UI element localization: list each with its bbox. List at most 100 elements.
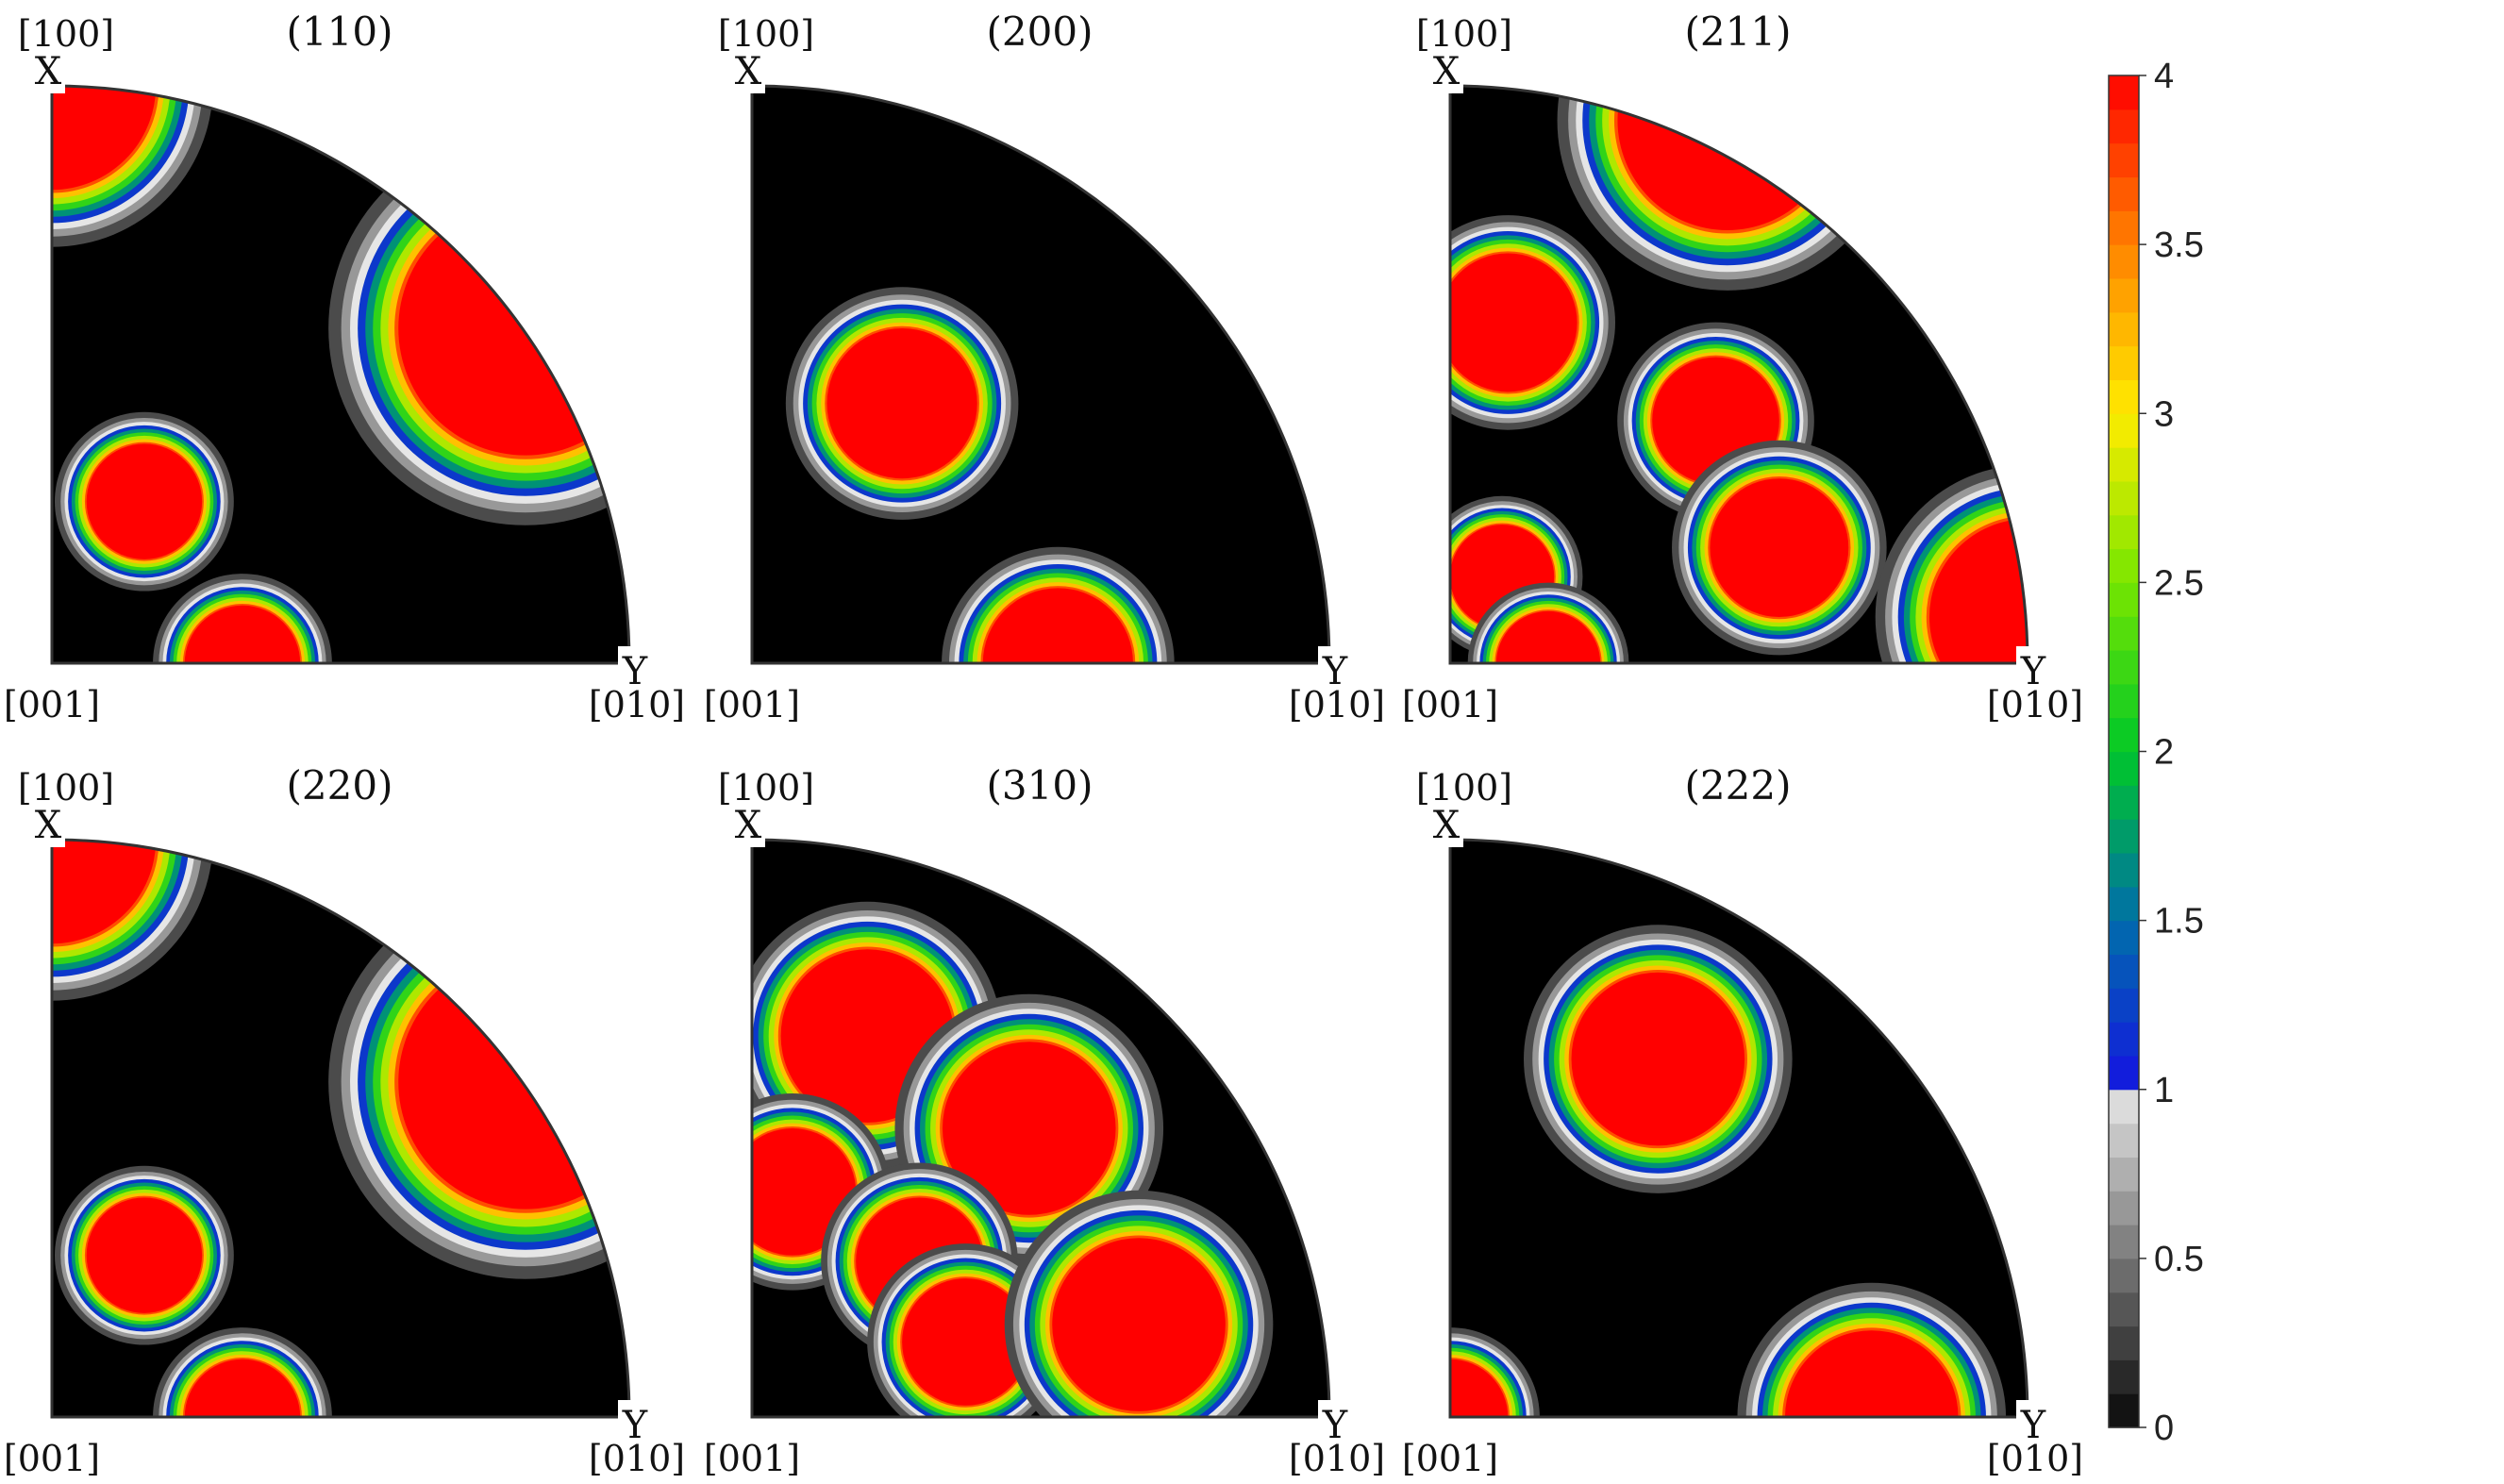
y-label-box xyxy=(618,646,652,690)
quadrant-outline xyxy=(1448,838,2029,1419)
contour-band xyxy=(86,1197,203,1313)
contour-band xyxy=(1450,253,1578,392)
contour-band xyxy=(52,86,157,191)
panel-title: (222) xyxy=(1685,762,1792,809)
colorbar-segment xyxy=(2109,819,2139,854)
colorbar-tick-label: 4 xyxy=(2154,57,2174,96)
contour-band xyxy=(1571,972,1745,1146)
direction-top-label: [100] xyxy=(718,767,814,809)
pole-contour xyxy=(55,1165,234,1345)
colorbar-segment xyxy=(2109,1191,2139,1226)
direction-right-label: [010] xyxy=(589,684,685,725)
contour-layer xyxy=(1450,925,2007,1417)
y-axis-label: Y xyxy=(2020,650,2046,693)
x-label-box xyxy=(731,804,765,847)
pole-contour xyxy=(1450,1327,1540,1417)
colorbar-segment xyxy=(2109,717,2139,753)
colorbar-segment xyxy=(2109,853,2139,888)
colorbar-tick-label: 3.5 xyxy=(2154,225,2204,265)
colorbar-segment xyxy=(2109,244,2139,279)
pole-contour xyxy=(785,287,1019,520)
direction-right-label: [010] xyxy=(1987,1438,2083,1479)
x-axis-label: X xyxy=(1433,50,1461,93)
colorbar-segment xyxy=(2109,1055,2139,1091)
pole-contour xyxy=(1672,440,1887,656)
y-label-box xyxy=(1318,1400,1352,1443)
colorbar-segment xyxy=(2109,1359,2139,1394)
direction-right-label: [010] xyxy=(1289,684,1385,725)
pole-contour xyxy=(52,840,213,1001)
contour-band xyxy=(1495,610,1601,663)
x-label-box xyxy=(1429,804,1463,847)
x-label-box xyxy=(731,50,765,93)
quadrant-outline xyxy=(50,838,631,1419)
pole-contour xyxy=(328,885,629,1279)
colorbar-tick-label: 2 xyxy=(2154,733,2174,773)
colorbar-tick-label: 0 xyxy=(2154,1409,2174,1448)
direction-origin-label: [001] xyxy=(4,1438,100,1479)
pole-contour xyxy=(328,131,629,525)
panel-title: (200) xyxy=(987,8,1093,55)
colorbar-tick-label: 3 xyxy=(2154,394,2174,434)
colorbar-segment xyxy=(2109,278,2139,313)
contour-band xyxy=(52,840,157,944)
panel-title: (211) xyxy=(1685,8,1792,55)
y-label-box xyxy=(2016,1400,2050,1443)
colorbar-tick-label: 0.5 xyxy=(2154,1240,2204,1279)
contour-layer xyxy=(752,901,1274,1417)
y-axis-label: Y xyxy=(622,1404,648,1447)
pole-contour xyxy=(1524,925,1793,1193)
colorbar-segment xyxy=(2109,311,2139,347)
pole-panel: (222) X Y [100] [001] [010] xyxy=(1402,762,2083,1479)
direction-right-label: [010] xyxy=(589,1438,685,1479)
pole-contour xyxy=(55,411,234,592)
quadrant-outline xyxy=(50,84,631,665)
colorbar-segment xyxy=(2109,1393,2139,1428)
direction-right-label: [010] xyxy=(1289,1438,1385,1479)
contour-band xyxy=(398,955,629,1209)
contour-band xyxy=(1710,478,1849,617)
direction-origin-label: [001] xyxy=(1402,1438,1498,1479)
colorbar-segment xyxy=(2109,210,2139,245)
y-axis-label: Y xyxy=(2020,1404,2046,1447)
quadrant-outline xyxy=(750,838,1331,1419)
colorbar-segment xyxy=(2109,142,2139,178)
colorbar: 0 0.5 1 1.5 2 2.5 3 3.5 4 xyxy=(2108,57,2204,1448)
colorbar-segment xyxy=(2109,1089,2139,1125)
direction-origin-label: [001] xyxy=(4,684,100,725)
y-label-box xyxy=(2016,646,2050,690)
contour-band xyxy=(1450,1359,1509,1417)
x-axis-label: X xyxy=(35,804,62,847)
contour-band xyxy=(752,1128,857,1256)
colorbar-segment xyxy=(2109,480,2139,516)
colorbar-tick-label: 1.5 xyxy=(2154,902,2204,942)
colorbar-segment xyxy=(2109,650,2139,685)
x-label-box xyxy=(31,804,65,847)
direction-top-label: [100] xyxy=(18,13,114,55)
direction-top-label: [100] xyxy=(1416,13,1512,55)
colorbar-segment xyxy=(2109,345,2139,380)
x-axis-label: X xyxy=(735,50,762,93)
panel-title: (310) xyxy=(987,762,1093,809)
colorbar-segment xyxy=(2109,616,2139,651)
x-label-box xyxy=(1429,50,1463,93)
colorbar-segment xyxy=(2109,920,2139,955)
quadrant-outline xyxy=(750,84,1331,665)
colorbar-segment xyxy=(2109,683,2139,719)
pole-panel: (220) X Y [100] [001] [010] xyxy=(4,762,685,1479)
contour-band xyxy=(902,1278,1029,1406)
pole-panel: (200) X Y [100] [001] [010] xyxy=(704,8,1385,725)
colorbar-segment xyxy=(2109,582,2139,617)
colorbar-segment xyxy=(2109,1326,2139,1360)
colorbar-segment xyxy=(2109,75,2139,110)
colorbar-segment xyxy=(2109,548,2139,583)
pole-contour xyxy=(52,86,213,247)
colorbar-segment xyxy=(2109,1123,2139,1158)
direction-right-label: [010] xyxy=(1987,684,2083,725)
contour-band xyxy=(982,588,1133,663)
colorbar-segment xyxy=(2109,176,2139,211)
contour-band xyxy=(1052,1238,1226,1411)
x-axis-label: X xyxy=(35,50,62,93)
contour-band xyxy=(398,201,629,456)
pole-contour xyxy=(1737,1282,2007,1417)
